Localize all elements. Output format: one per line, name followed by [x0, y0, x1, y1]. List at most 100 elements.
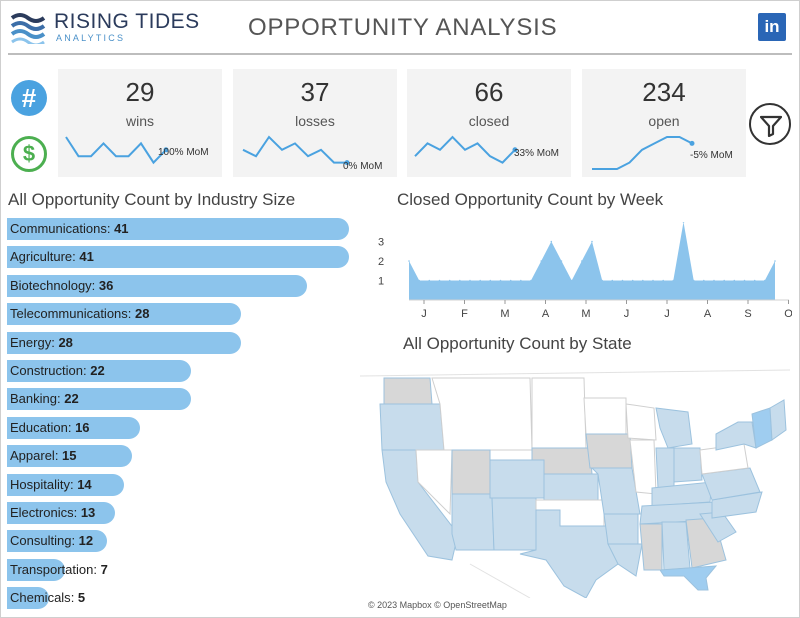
industry-bar-row[interactable]: Chemicals: 5: [7, 587, 85, 610]
sparkline-end-point: [163, 147, 169, 153]
industry-bar: [7, 388, 191, 411]
industry-bar: [7, 331, 241, 354]
weekly-point: [591, 240, 593, 243]
weekly-point: [448, 279, 451, 282]
weekly-point: [682, 222, 685, 223]
industry-value: 15: [62, 448, 77, 464]
industry-bar: [7, 445, 133, 468]
dollar-toggle-icon[interactable]: $: [11, 136, 47, 172]
weekly-point: [581, 260, 583, 262]
weekly-point: [601, 279, 603, 282]
weekly-point: [723, 279, 725, 282]
linkedin-icon[interactable]: in: [758, 13, 786, 41]
industry-name: Banking: [10, 391, 57, 407]
industry-bar-row[interactable]: Consulting: 12: [7, 530, 108, 553]
industry-bar-label: Education: 16: [10, 419, 90, 435]
industry-bar-row[interactable]: Telecommunications: 28: [7, 303, 241, 326]
industry-bar-row[interactable]: Apparel: 15: [7, 445, 133, 468]
weekly-point: [753, 279, 756, 282]
industry-value: 5: [77, 590, 86, 606]
weekly-point: [520, 279, 522, 282]
industry-bar: [7, 274, 308, 297]
waves-icon: [10, 13, 46, 44]
industry-name: Energy: [10, 334, 52, 350]
weekly-point: [713, 279, 715, 282]
industry-value: 41: [114, 221, 129, 236]
sparkline-path: [414, 135, 516, 164]
industry-bar-row[interactable]: Communications: 41: [7, 218, 349, 240]
weekly-x-tick: S: [744, 308, 751, 320]
industry-bar-row[interactable]: Electronics: 13: [7, 502, 116, 524]
weekly-point: [570, 279, 573, 282]
map-attribution: © 2023 Mapbox © OpenStreetMap: [368, 600, 507, 610]
weekly-point: [621, 279, 624, 282]
weekly-point: [662, 279, 664, 282]
industry-bar-row[interactable]: Education: 16: [7, 416, 141, 439]
industry-value: 14: [77, 476, 92, 492]
kpi-value: 29: [125, 77, 155, 107]
industry-name: Apparel: [10, 448, 55, 464]
weekly-point: [560, 260, 563, 262]
brand-subtitle: ANALYTICS: [56, 33, 126, 43]
kpi-card-losses[interactable]: 37 losses 0% MoM: [233, 69, 397, 177]
weekly-point: [733, 279, 736, 282]
weekly-point: [611, 279, 614, 282]
kpi-sparkline: [65, 136, 169, 165]
weekly-x-tick: A: [542, 308, 550, 320]
industry-name: Chemicals: [10, 590, 71, 606]
weekly-x-tick: F: [461, 308, 468, 320]
industry-bar: [7, 558, 66, 581]
industry-bar-label: Hospitality: 14: [10, 476, 92, 492]
sparkline-path: [242, 135, 347, 164]
weekly-point: [479, 279, 481, 282]
industry-name: Communications: [10, 221, 107, 236]
weekly-point: [764, 279, 766, 282]
industry-bar-row[interactable]: Energy: 28: [7, 331, 241, 354]
us-map-graphic: [360, 364, 790, 598]
kpi-card-closed[interactable]: 66 closed 33% MoM: [407, 69, 571, 177]
industry-name: Telecommunications: [10, 306, 128, 322]
weekly-point: [631, 279, 634, 282]
sparkline-end-point: [689, 140, 695, 146]
industry-bar-row[interactable]: Transportation: 7: [7, 558, 108, 581]
weekly-point: [489, 279, 492, 282]
kpi-value: 37: [300, 77, 330, 107]
weekly-chart-title: Closed Opportunity Count by Week: [397, 190, 664, 209]
kpi-label: losses: [295, 113, 335, 129]
brand-name: RISING TIDES: [54, 10, 200, 33]
industry-value: 28: [58, 334, 73, 350]
weekly-point: [509, 279, 512, 282]
weekly-y-tick: 3: [378, 237, 384, 249]
industry-value: 7: [100, 561, 108, 577]
industry-value: 28: [135, 306, 150, 322]
kpi-mom: -5% MoM: [690, 150, 733, 161]
kpi-card-wins[interactable]: 29 wins 100% MoM: [58, 69, 222, 177]
industry-bar: [7, 303, 241, 326]
count-toggle-icon[interactable]: #: [11, 80, 47, 116]
industry-bar-row[interactable]: Construction: 22: [7, 360, 191, 382]
us-state-map[interactable]: [360, 364, 790, 598]
weekly-x-tick: O: [784, 308, 792, 320]
industry-bar-row[interactable]: Hospitality: 14: [7, 473, 124, 496]
weekly-point: [459, 279, 461, 282]
industry-bar-row[interactable]: Banking: 22: [7, 388, 191, 411]
kpi-card-open[interactable]: 234 open -5% MoM: [582, 69, 746, 177]
kpi-mom: 0% MoM: [343, 161, 383, 172]
weekly-y-tick: 2: [378, 256, 384, 268]
kpi-label: wins: [125, 113, 154, 129]
weekly-point: [408, 260, 410, 262]
industry-bar-row[interactable]: Biotechnology: 36: [7, 274, 308, 297]
kpi-mom: 100% MoM: [158, 147, 209, 158]
industry-bar-row[interactable]: Agriculture: 41: [7, 246, 349, 269]
industry-bar-label: Apparel: 15: [10, 448, 77, 464]
industry-bar: [7, 530, 108, 553]
industry-bar: [7, 587, 49, 610]
weekly-x-tick: J: [664, 308, 670, 320]
weekly-point: [550, 240, 553, 243]
industry-bar: [7, 473, 124, 496]
industry-bar: [7, 218, 349, 240]
filter-button[interactable]: [749, 103, 791, 145]
industry-bar-label: Energy: 28: [10, 334, 73, 350]
industry-bar-label: Biotechnology: 36: [10, 277, 114, 293]
industry-bar: [7, 416, 141, 439]
